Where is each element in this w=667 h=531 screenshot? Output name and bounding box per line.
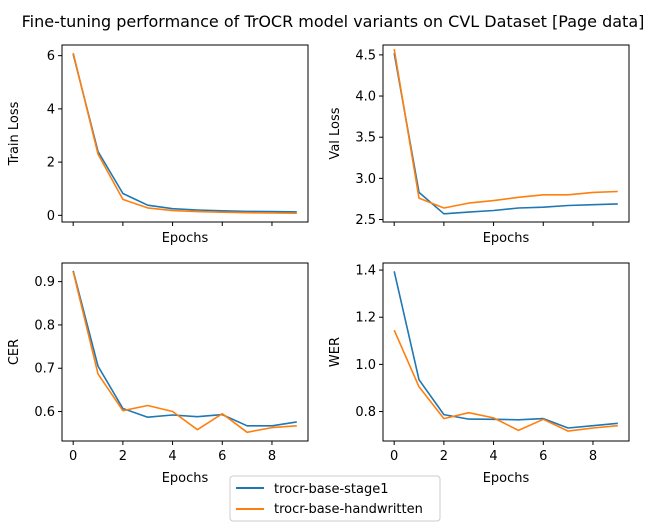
y-tick-label: 1.2 — [355, 311, 376, 326]
x-axis-label: Epochs — [483, 471, 530, 486]
subplot-wer: 0 2 4 6 8 0.8 1.0 1.2 1.4 Epochs WER — [328, 262, 630, 486]
x-tick-label: 8 — [589, 449, 597, 464]
legend-frame — [229, 475, 441, 522]
legend: trocr-base-stage1 trocr-base-handwritten — [229, 475, 441, 522]
y-axis-label: WER — [328, 337, 343, 367]
legend-label-trocr-base-stage1: trocr-base-stage1 — [274, 482, 389, 497]
y-tick-label: 0.7 — [34, 362, 55, 377]
y-axis-label: CER — [7, 339, 22, 365]
x-tick-label: 2 — [119, 449, 127, 464]
plot-frame — [382, 44, 630, 223]
subplot-val-loss: 2.5 3.0 3.5 4.0 4.5 Epochs Val Loss — [328, 44, 630, 246]
y-tick-label: 4 — [47, 102, 55, 117]
y-tick-label: 1.4 — [355, 264, 376, 279]
y-tick-label: 2.5 — [355, 213, 376, 228]
x-tick-label: 2 — [440, 449, 448, 464]
y-tick-label: 0 — [47, 209, 55, 224]
subplot-train-loss: 0 2 4 6 Epochs Train Loss — [7, 44, 309, 246]
y-tick-label: 0.6 — [34, 405, 55, 420]
series-line-trocr-base-stage1 — [393, 53, 618, 215]
y-axis-label: Val Loss — [328, 107, 343, 159]
x-tick-label: 0 — [69, 449, 77, 464]
series-line-trocr-base-stage1 — [393, 271, 618, 429]
subplot-grid: 0 2 4 6 Epochs Train Loss 2.5 3.0 3.5 4.0 4.5 Epoch… — [7, 44, 630, 486]
y-tick-label: 0.8 — [355, 405, 376, 420]
series-line-trocr-base-stage1 — [72, 270, 297, 427]
series-line-trocr-base-handwritten — [393, 48, 618, 209]
y-axis-label: Train Loss — [7, 101, 22, 166]
x-axis-label: Epochs — [162, 471, 209, 486]
x-tick-label: 6 — [218, 449, 226, 464]
subplot-cer: 0 2 4 6 8 0.6 0.7 0.8 0.9 Epochs CER — [7, 262, 309, 486]
legend-label-trocr-base-handwritten: trocr-base-handwritten — [274, 502, 423, 517]
y-tick-label: 1.0 — [355, 358, 376, 373]
series-line-trocr-base-handwritten — [393, 329, 618, 432]
y-tick-label: 4.5 — [355, 48, 376, 63]
y-tick-label: 6 — [47, 49, 55, 64]
x-axis-label: Epochs — [483, 231, 530, 246]
series-line-trocr-base-handwritten — [72, 271, 297, 434]
figure-title: Fine-tuning performance of TrOCR model v… — [22, 12, 645, 31]
y-tick-label: 4.0 — [355, 90, 376, 105]
y-tick-label: 3.5 — [355, 131, 376, 146]
plot-frame — [382, 262, 630, 442]
plot-frame — [61, 44, 309, 223]
x-tick-label: 0 — [390, 449, 398, 464]
series-line-trocr-base-stage1 — [72, 54, 297, 213]
series-line-trocr-base-handwritten — [72, 52, 297, 214]
y-tick-label: 3.0 — [355, 172, 376, 187]
plot-frame — [61, 262, 309, 442]
x-tick-label: 4 — [168, 449, 176, 464]
x-tick-label: 4 — [489, 449, 497, 464]
y-tick-label: 0.8 — [34, 318, 55, 333]
x-axis-label: Epochs — [162, 231, 209, 246]
y-tick-label: 2 — [47, 156, 55, 171]
x-tick-label: 6 — [539, 449, 547, 464]
x-tick-label: 8 — [268, 449, 276, 464]
y-tick-label: 0.9 — [34, 275, 55, 290]
